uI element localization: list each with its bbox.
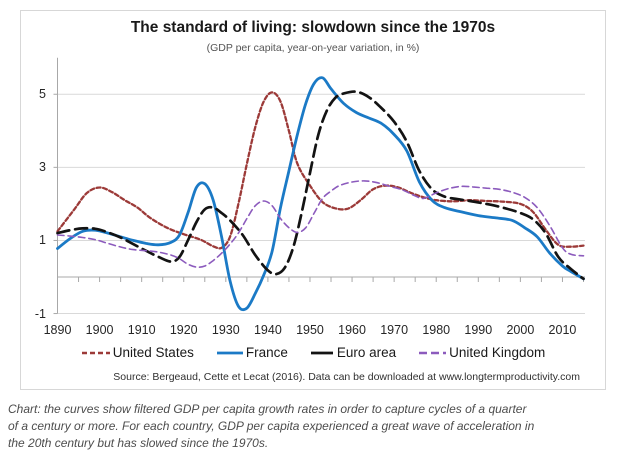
uk-dash-swatch-icon xyxy=(419,351,447,354)
france-line-swatch-icon xyxy=(216,351,243,354)
y-tick-label: -1 xyxy=(34,306,46,321)
caption-line: the 20th century but has slowed since th… xyxy=(8,435,269,450)
figure-border xyxy=(20,10,606,390)
legend-label: France xyxy=(245,345,288,360)
legend-item-united-states: United States xyxy=(81,345,194,360)
legend-item-united-kingdom: United Kingdom xyxy=(418,345,545,360)
x-tick-label: 1910 xyxy=(127,323,156,337)
plot-area xyxy=(53,57,585,315)
y-tick-label: 1 xyxy=(39,233,46,248)
series-line-united-kingdom xyxy=(56,180,585,269)
x-tick-label: 1970 xyxy=(380,323,409,337)
caption-line: Chart: the curves show filtered GDP per … xyxy=(8,402,527,416)
caption-line: of a century or more. For each country, … xyxy=(8,418,535,433)
legend: United States France Euro area United Ki… xyxy=(20,345,606,360)
x-tick-label: 1980 xyxy=(422,323,451,337)
x-tick-label: 2010 xyxy=(548,323,577,337)
x-tick-label: 1990 xyxy=(464,323,493,337)
series-line-euro-area xyxy=(56,90,585,281)
x-tick-label: 1890 xyxy=(43,323,72,337)
y-tick-label: 5 xyxy=(39,87,46,102)
series-line-united-states xyxy=(56,91,585,250)
x-tick-label: 1960 xyxy=(338,323,366,337)
source-note: Source: Bergeaud, Cette et Lecat (2016).… xyxy=(113,371,580,383)
x-tick-label: 2000 xyxy=(506,323,535,337)
x-tick-label: 1900 xyxy=(85,323,114,337)
us-dash-swatch-icon xyxy=(81,351,110,354)
x-tick-label: 1920 xyxy=(169,323,198,337)
x-tick-label: 1940 xyxy=(253,323,282,337)
y-tick-label: 3 xyxy=(39,160,46,175)
x-tick-label: 1930 xyxy=(211,323,240,337)
legend-label: United States xyxy=(112,345,194,360)
legend-label: United Kingdom xyxy=(449,345,546,360)
legend-label: Euro area xyxy=(336,345,397,360)
legend-item-euro-area: Euro area xyxy=(310,345,396,360)
caption: Chart: the curves show filtered GDP per … xyxy=(8,401,616,451)
euro-area-dash-swatch-icon xyxy=(310,351,334,354)
x-tick-label: 1950 xyxy=(296,323,324,337)
chart-title: The standard of living: slowdown since t… xyxy=(130,19,496,36)
legend-item-france: France xyxy=(216,345,288,360)
chart-subtitle: (GDP per capita, year-on-year variation,… xyxy=(206,42,420,54)
series-line-france xyxy=(56,76,585,312)
